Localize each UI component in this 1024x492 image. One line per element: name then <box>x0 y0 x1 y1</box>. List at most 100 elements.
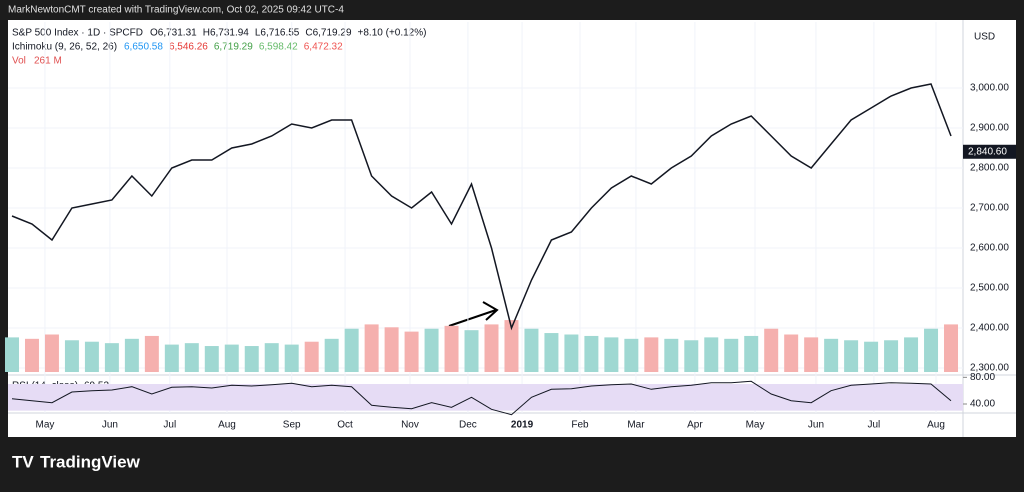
y-tick-label: 2,800.00 <box>970 163 1009 174</box>
volume-bar <box>604 337 619 372</box>
header-text: MarkNewtonCMT created with TradingView.c… <box>8 5 344 16</box>
y-tick-label: 2,600.00 <box>970 243 1009 254</box>
volume-bar <box>424 328 439 372</box>
legend-ichimoku-value: 6,546.26 <box>169 42 208 53</box>
volume-bar <box>364 324 379 372</box>
y-tick-label: 3,000.00 <box>970 83 1009 94</box>
volume-bar <box>824 338 839 372</box>
rsi-tick-label: 40.00 <box>970 399 995 410</box>
volume-bar <box>584 335 599 372</box>
volume-bar <box>724 338 739 372</box>
legend-ichimoku-value: 6,650.58 <box>124 42 163 53</box>
rsi-tick-label: 80.00 <box>970 372 995 383</box>
last-price-box <box>963 144 1016 159</box>
volume-bar <box>804 337 819 372</box>
volume-bar <box>204 346 219 372</box>
x-tick-label: Sep <box>283 420 301 431</box>
x-tick-label: Jun <box>102 420 118 431</box>
volume-bar <box>184 343 199 372</box>
y-tick-label: 2,700.00 <box>970 203 1009 214</box>
price-line <box>11 83 952 331</box>
volume-bar <box>104 343 119 372</box>
volume-bar <box>164 344 179 372</box>
y-tick-label: 2,500.00 <box>970 283 1009 294</box>
legend-ohlc: O6,731.31 <box>150 28 197 39</box>
volume-bar <box>384 327 399 372</box>
volume-bar <box>64 340 79 372</box>
volume-bar <box>904 337 919 372</box>
volume-bar <box>444 325 459 372</box>
legend-symbol: S&P 500 Index · 1D · SPCFD <box>12 28 143 39</box>
volume-bar <box>704 337 719 372</box>
volume-bar <box>764 328 779 372</box>
rsi-line <box>11 380 952 416</box>
legend-ichimoku-value: 6,472.32 <box>304 42 343 53</box>
x-tick-label: Apr <box>687 420 703 431</box>
legend-ohlc: +8.10 (+0.12%) <box>358 28 427 39</box>
volume-bar <box>304 341 319 372</box>
volume-bar <box>404 331 419 372</box>
legend-ichimoku-value: 6,598.42 <box>259 42 298 53</box>
footer <box>0 437 1024 487</box>
x-tick-label: Aug <box>927 420 945 431</box>
chart-area <box>8 20 1016 437</box>
volume-bar <box>464 330 479 372</box>
x-tick-label: Jul <box>163 420 176 431</box>
volume-bar <box>664 338 679 372</box>
footer-brand: TradingView <box>40 452 141 471</box>
volume-bar <box>284 344 299 372</box>
volume-bar <box>644 337 659 372</box>
volume-bar <box>744 335 759 372</box>
legend-ichimoku-value: 6,719.29 <box>214 42 253 53</box>
x-tick-label: Mar <box>627 420 645 431</box>
volume-bar <box>124 338 139 372</box>
volume-bar <box>524 328 539 372</box>
legend-ohlc: H6,731.94 <box>203 28 250 39</box>
last-price-label: 2,840.60 <box>968 146 1007 157</box>
legend-ohlc: L6,716.55 <box>255 28 300 39</box>
legend-vol-value: 261 M <box>34 56 62 67</box>
x-tick-label: Feb <box>571 420 589 431</box>
volume-bar <box>624 338 639 372</box>
volume-bar <box>24 338 39 372</box>
volume-bar <box>864 341 879 372</box>
x-tick-label: Nov <box>401 420 419 431</box>
y-tick-label: 2,300.00 <box>970 363 1009 374</box>
x-tick-label: Dec <box>459 420 477 431</box>
volume-bar <box>264 343 279 372</box>
volume-bar <box>324 338 339 372</box>
volume-bar <box>564 334 579 372</box>
x-tick-label: May <box>36 420 55 431</box>
x-tick-label: Jul <box>867 420 880 431</box>
volume-bar <box>224 344 239 372</box>
legend-ichimoku: Ichimoku (9, 26, 52, 26) <box>12 42 117 53</box>
volume-bar <box>924 328 939 372</box>
volume-bar <box>484 324 499 372</box>
legend-vol: Vol <box>12 56 26 67</box>
legend-ohlc: C6,719.29 <box>305 28 352 39</box>
volume-bar <box>784 334 799 372</box>
x-tick-label: Aug <box>218 420 236 431</box>
y-tick-label: 2,900.00 <box>970 123 1009 134</box>
volume-bar <box>5 337 19 372</box>
x-tick-label: Jun <box>808 420 824 431</box>
volume-bar <box>684 340 699 372</box>
currency: USD <box>974 32 995 43</box>
volume-bar <box>84 341 99 372</box>
volume-bar <box>344 328 359 372</box>
volume-bar <box>244 346 259 372</box>
volume-bar <box>44 334 59 372</box>
y-tick-label: 2,400.00 <box>970 323 1009 334</box>
footer-logo-mark: TV <box>12 452 34 471</box>
volume-bar <box>844 340 859 372</box>
volume-bar <box>884 340 899 372</box>
x-tick-label: 2019 <box>511 420 534 431</box>
volume-bar <box>944 324 959 372</box>
x-tick-label: May <box>746 420 765 431</box>
volume-bar <box>504 320 519 372</box>
annotation-arrow <box>448 301 499 327</box>
x-tick-label: Oct <box>337 420 353 431</box>
volume-bar <box>544 333 559 372</box>
volume-bar <box>144 335 159 372</box>
